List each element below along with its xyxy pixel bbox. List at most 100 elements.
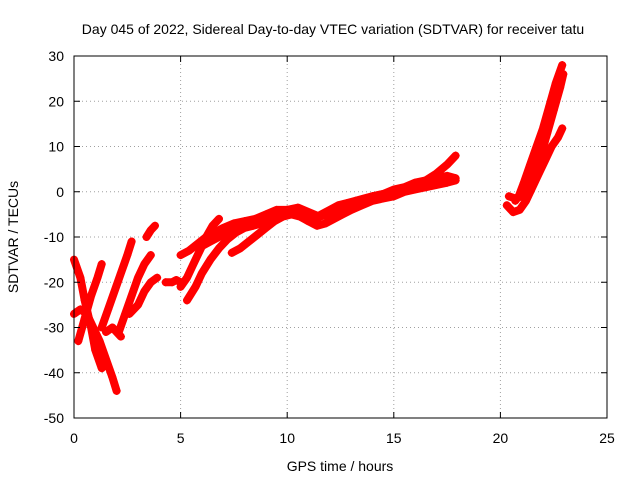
data-point-plus — [517, 187, 526, 196]
data-point-plus — [347, 201, 356, 210]
data-point-plus — [176, 251, 185, 260]
data-point-plus — [502, 201, 511, 210]
series-track-8 — [101, 323, 125, 341]
data-point-plus — [182, 273, 191, 282]
data-point-plus — [208, 221, 217, 230]
data-point-plus — [295, 212, 304, 221]
data-point-plus — [80, 314, 89, 323]
axis-ticks — [73, 55, 608, 419]
data-point-plus — [283, 205, 292, 214]
data-point-plus — [214, 244, 223, 253]
data-point-plus — [140, 260, 149, 269]
data-point-plus — [108, 323, 117, 332]
data-point-plus — [379, 190, 388, 199]
y-tick-label: -40 — [44, 365, 64, 381]
data-point-plus — [530, 169, 539, 178]
data-point-plus — [524, 178, 533, 187]
data-point-plus — [227, 248, 236, 257]
data-point-plus — [214, 233, 223, 241]
data-point-plus — [104, 305, 113, 314]
data-point-plus — [240, 219, 249, 228]
data-point-plus — [191, 282, 200, 291]
data-point-plus — [133, 273, 142, 282]
chart-title: Day 045 of 2022, Sidereal Day-to-day VTE… — [82, 21, 584, 37]
data-point-plus — [153, 273, 162, 282]
x-tick-label: 0 — [70, 430, 78, 446]
data-point-plus — [504, 192, 513, 201]
y-tick-label: -20 — [44, 274, 64, 290]
data-point-plus — [251, 217, 260, 226]
data-point-plus — [182, 296, 191, 305]
data-point-plus — [108, 373, 117, 382]
x-tick-label: 10 — [279, 430, 295, 446]
data-point-plus — [146, 226, 155, 235]
data-point-plus — [313, 221, 322, 230]
data-point-plus — [539, 124, 548, 133]
x-tick-label: 15 — [386, 430, 402, 446]
plot-frame — [73, 55, 608, 419]
data-point-plus — [400, 183, 409, 192]
data-point-plus — [421, 183, 430, 192]
data-point-plus — [315, 212, 324, 221]
data-point-plus — [127, 237, 136, 246]
series-track-3 — [74, 260, 106, 346]
data-point-plus — [511, 196, 520, 205]
data-point-plus — [146, 278, 155, 287]
data-point-plus — [172, 275, 181, 284]
data-point-plus — [261, 214, 270, 223]
data-point-plus — [451, 174, 460, 183]
series-track-7 — [142, 221, 160, 241]
data-point-plus — [93, 273, 102, 282]
data-point-plus — [521, 196, 530, 205]
data-point-plus — [168, 278, 177, 287]
data-point-plus — [185, 246, 194, 255]
data-point-plus — [443, 171, 452, 180]
series-track-14 — [227, 176, 460, 257]
data-point-plus — [97, 364, 106, 373]
data-point-plus — [91, 346, 100, 355]
data-point-plus — [97, 323, 106, 332]
data-point-plus — [421, 176, 430, 185]
data-point-plus — [151, 221, 160, 230]
data-point-plus — [140, 287, 149, 296]
y-tick-labels: 30 20 10 0 -10 -20 -30 -40 -50 — [44, 48, 64, 426]
series-track-6 — [125, 273, 162, 318]
data-point-plus — [368, 192, 377, 201]
data-point-plus — [304, 217, 313, 226]
data-point-plus — [336, 205, 345, 214]
data-point-plus — [97, 260, 106, 269]
data-point-plus — [515, 205, 524, 214]
data-point-plus — [451, 151, 460, 160]
y-axis-label: SDTVAR / TECUs — [5, 181, 21, 293]
data-point-plus — [223, 228, 232, 237]
data-point-plus — [232, 223, 241, 232]
x-tick-label: 20 — [493, 430, 509, 446]
data-point-plus — [545, 101, 554, 110]
data-point-plus — [116, 332, 125, 341]
data-point-plus — [87, 323, 96, 332]
data-point-plus — [432, 174, 441, 183]
data-point-plus — [236, 244, 245, 253]
data-point-plus — [244, 237, 253, 246]
data-point-plus — [526, 160, 535, 169]
data-point-plus — [509, 208, 518, 217]
data-point-plus — [101, 328, 110, 337]
data-point-plus — [536, 151, 545, 160]
data-point-plus — [558, 124, 567, 133]
data-point-plus — [74, 337, 83, 346]
data-point-plus — [325, 210, 334, 219]
series-track-4 — [97, 237, 136, 332]
data-point-plus — [304, 208, 313, 217]
data-point-plus — [293, 203, 302, 212]
data-point-plus — [214, 214, 223, 223]
data-point-plus — [123, 251, 132, 260]
data-point-plus — [261, 223, 270, 232]
y-tick-label: 30 — [48, 48, 64, 64]
data-point-plus — [87, 291, 96, 300]
data-point-plus — [146, 251, 155, 260]
series-track-19 — [511, 178, 533, 205]
y-tick-label: 0 — [56, 184, 64, 200]
data-point-plus — [272, 210, 281, 219]
series-trace — [102, 323, 125, 341]
data-series — [70, 61, 568, 395]
